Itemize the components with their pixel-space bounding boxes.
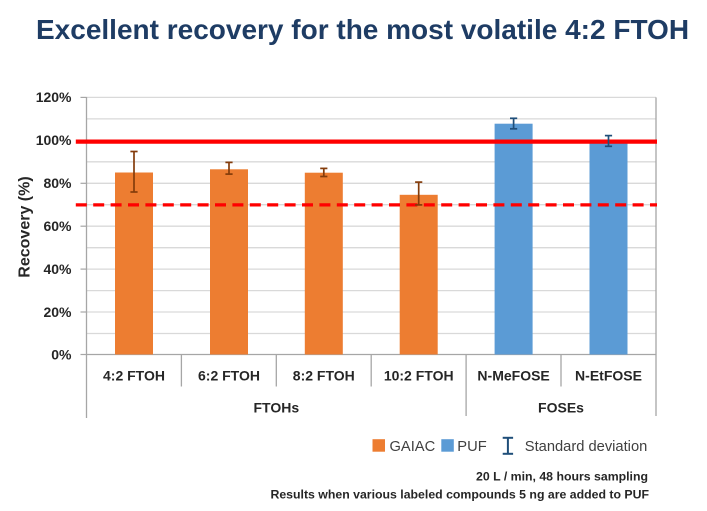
svg-text:0%: 0% [51,346,72,362]
svg-text:20 L / min, 48 hours sampling: 20 L / min, 48 hours sampling [476,470,648,484]
svg-text:GAIAC: GAIAC [390,439,436,455]
svg-text:80%: 80% [43,175,72,191]
svg-text:10:2 FTOH: 10:2 FTOH [384,367,454,383]
svg-text:Standard deviation: Standard deviation [525,439,647,455]
svg-text:FOSEs: FOSEs [538,400,584,416]
svg-text:N-EtFOSE: N-EtFOSE [575,367,642,383]
svg-text:Results when various labeled c: Results when various labeled compounds 5… [270,487,649,501]
svg-text:20%: 20% [43,304,72,320]
svg-text:Recovery (%): Recovery (%) [17,176,34,277]
svg-text:PUF: PUF [457,439,486,455]
svg-text:FTOHs: FTOHs [253,400,299,416]
svg-text:Excellent recovery for the mos: Excellent recovery for the most volatile… [36,14,689,45]
svg-text:6:2 FTOH: 6:2 FTOH [198,367,260,383]
svg-text:N-MeFOSE: N-MeFOSE [477,367,549,383]
svg-text:4:2 FTOH: 4:2 FTOH [103,367,165,383]
svg-text:120%: 120% [36,89,72,105]
svg-text:60%: 60% [43,218,72,234]
svg-text:8:2 FTOH: 8:2 FTOH [293,367,355,383]
svg-text:40%: 40% [43,261,72,277]
svg-text:100%: 100% [36,132,72,148]
